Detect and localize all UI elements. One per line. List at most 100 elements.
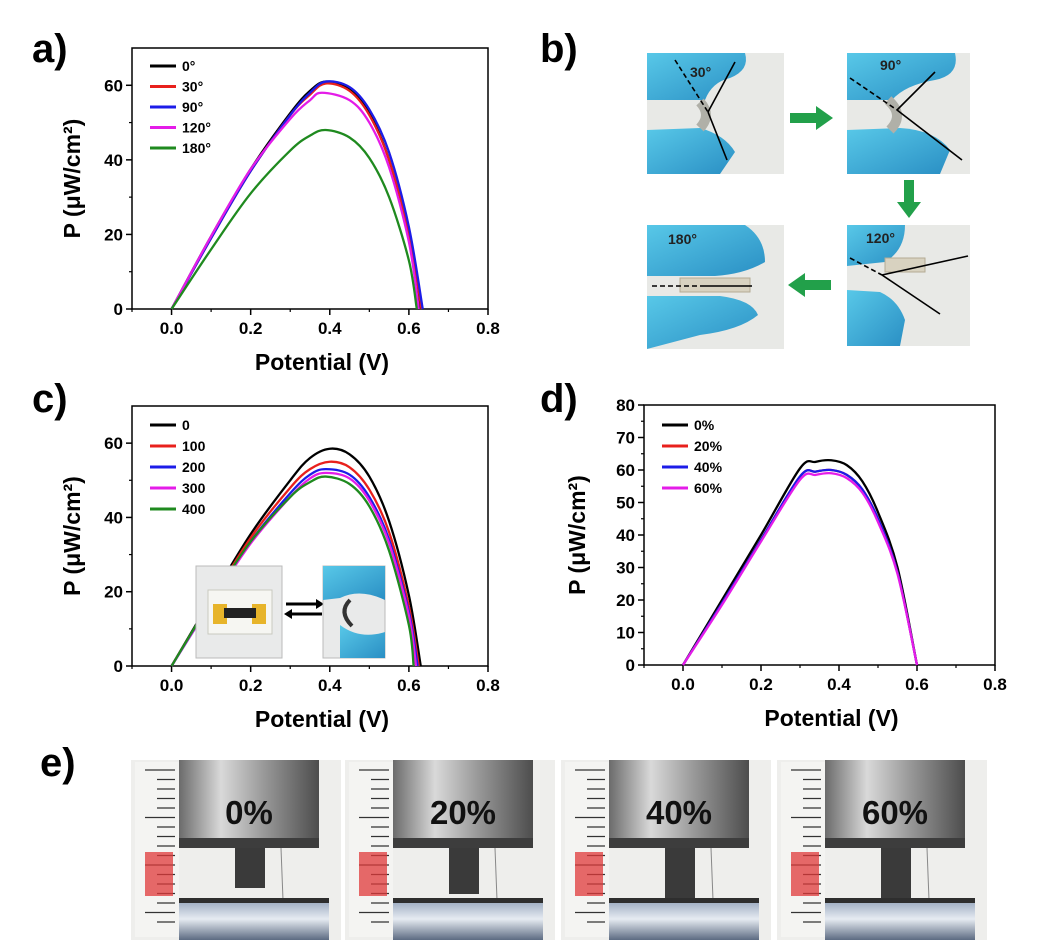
y-tick-label: 40 <box>104 508 123 527</box>
ruler <box>565 762 609 937</box>
x-tick-label: 0.6 <box>905 675 929 694</box>
strain-label: 40% <box>646 794 712 831</box>
series-line-30° <box>170 82 423 310</box>
ruler <box>135 762 179 937</box>
specimen <box>665 848 695 900</box>
y-tick-label: 30 <box>616 559 635 578</box>
lower-clamp <box>393 898 543 940</box>
watermark: 大数跨境 <box>13 911 114 930</box>
x-tick-label: 0.8 <box>983 675 1007 694</box>
legend-label: 400 <box>182 501 206 517</box>
angle-label-30: 30° <box>690 64 711 80</box>
y-tick-label: 20 <box>104 583 123 602</box>
inset-glove-lower <box>340 625 385 658</box>
clamp-edge <box>179 838 319 848</box>
y-tick-label: 50 <box>616 494 635 513</box>
series-line-90° <box>170 80 424 310</box>
y-axis-title: P (μW/cm²) <box>59 476 85 596</box>
y-tick-label: 60 <box>616 461 635 480</box>
legend-label: 0 <box>182 417 190 433</box>
inset-bent-device <box>342 598 354 628</box>
stretch-photo-1: 20% <box>345 760 555 940</box>
strain-label: 60% <box>862 794 928 831</box>
stretch-photo-0: 0% <box>131 760 341 940</box>
legend-label: 0% <box>694 417 715 433</box>
bend-photo-180: 180° <box>647 225 784 349</box>
lower-clamp <box>825 898 975 940</box>
legend-label: 20% <box>694 438 723 454</box>
y-tick-label: 40 <box>104 151 123 170</box>
strain-label: 20% <box>430 794 496 831</box>
stretch-photo-2: 40% <box>561 760 771 940</box>
upper-clamp <box>393 760 533 848</box>
stretch-photo-3: 60% <box>777 760 987 940</box>
clamp-edge <box>609 838 749 848</box>
bend-photo-30: 30° <box>647 53 784 174</box>
y-tick-label: 80 <box>616 396 635 415</box>
series-line-180° <box>170 128 418 310</box>
bend-photo-120: 120° <box>847 225 970 346</box>
clamp-edge <box>393 838 533 848</box>
legend-label: 60% <box>694 480 723 496</box>
x-tick-label: 0.8 <box>476 319 500 338</box>
y-axis-title: P (μW/cm²) <box>564 475 590 595</box>
legend-label: 30° <box>182 79 203 95</box>
y-tick-label: 60 <box>104 434 123 453</box>
angle-label-180: 180° <box>668 231 697 247</box>
upper-clamp <box>825 760 965 848</box>
red-marker <box>575 852 603 896</box>
x-tick-label: 0.0 <box>671 675 695 694</box>
chart-c: 0.0 0.2 0.4 0.6 0.8 0 20 40 60 Potential (V) P (μW… <box>59 405 500 732</box>
x-axis-title: Potential (V) <box>255 349 389 375</box>
watermark-text: 大数跨境 <box>50 911 114 930</box>
series-line-120° <box>170 91 420 310</box>
lower-clamp-edge <box>393 898 543 903</box>
inset-device-strip <box>224 608 256 618</box>
x-tick-label: 0.0 <box>160 676 184 695</box>
y-tick-label: 0 <box>114 657 123 676</box>
legend-label: 120° <box>182 120 211 136</box>
y-tick-label: 0 <box>114 300 123 319</box>
y-tick-label: 20 <box>616 591 635 610</box>
series-line-40% <box>682 468 919 666</box>
red-marker <box>145 852 173 896</box>
lower-clamp-edge <box>609 898 759 903</box>
plot-frame <box>131 405 489 667</box>
x-axis-title: Potential (V) <box>255 706 389 732</box>
lower-clamp <box>179 898 329 940</box>
specimen <box>449 848 479 894</box>
lower-clamp-edge <box>825 898 975 903</box>
legend-label: 0° <box>182 58 195 74</box>
angle-label-120: 120° <box>866 230 895 246</box>
panel-label-a: a) <box>32 27 68 71</box>
upper-clamp <box>179 760 319 848</box>
x-tick-label: 0.2 <box>239 676 263 695</box>
ruler <box>781 762 825 937</box>
x-tick-label: 0.2 <box>239 319 263 338</box>
inset-glove <box>323 566 385 600</box>
x-tick-label: 0.6 <box>397 676 421 695</box>
panel-label-b: b) <box>540 27 578 71</box>
chart-d: 0.0 0.2 0.4 0.6 0.8 0 10 20 30 40 50 60 70 80 Potentia… <box>564 396 1007 731</box>
y-tick-label: 0 <box>626 656 635 675</box>
panel-label-c: c) <box>32 377 68 421</box>
x-tick-label: 0.4 <box>318 319 342 338</box>
x-tick-label: 0.0 <box>160 319 184 338</box>
x-axis-title: Potential (V) <box>764 705 898 731</box>
red-marker <box>359 852 387 896</box>
legend-label: 200 <box>182 459 206 475</box>
watermark-logo-icon <box>13 911 31 929</box>
y-tick-label: 60 <box>104 76 123 95</box>
wire <box>710 847 714 901</box>
x-tick-label: 0.6 <box>397 319 421 338</box>
wire <box>926 847 930 901</box>
y-axis-title: P (μW/cm²) <box>59 119 85 239</box>
legend-label: 90° <box>182 99 203 115</box>
series-line-60% <box>682 471 919 666</box>
x-tick-label: 0.4 <box>318 676 342 695</box>
specimen <box>881 848 911 900</box>
y-tick-label: 40 <box>616 526 635 545</box>
wire <box>494 847 498 901</box>
exchange-arrows-icon <box>284 599 324 619</box>
